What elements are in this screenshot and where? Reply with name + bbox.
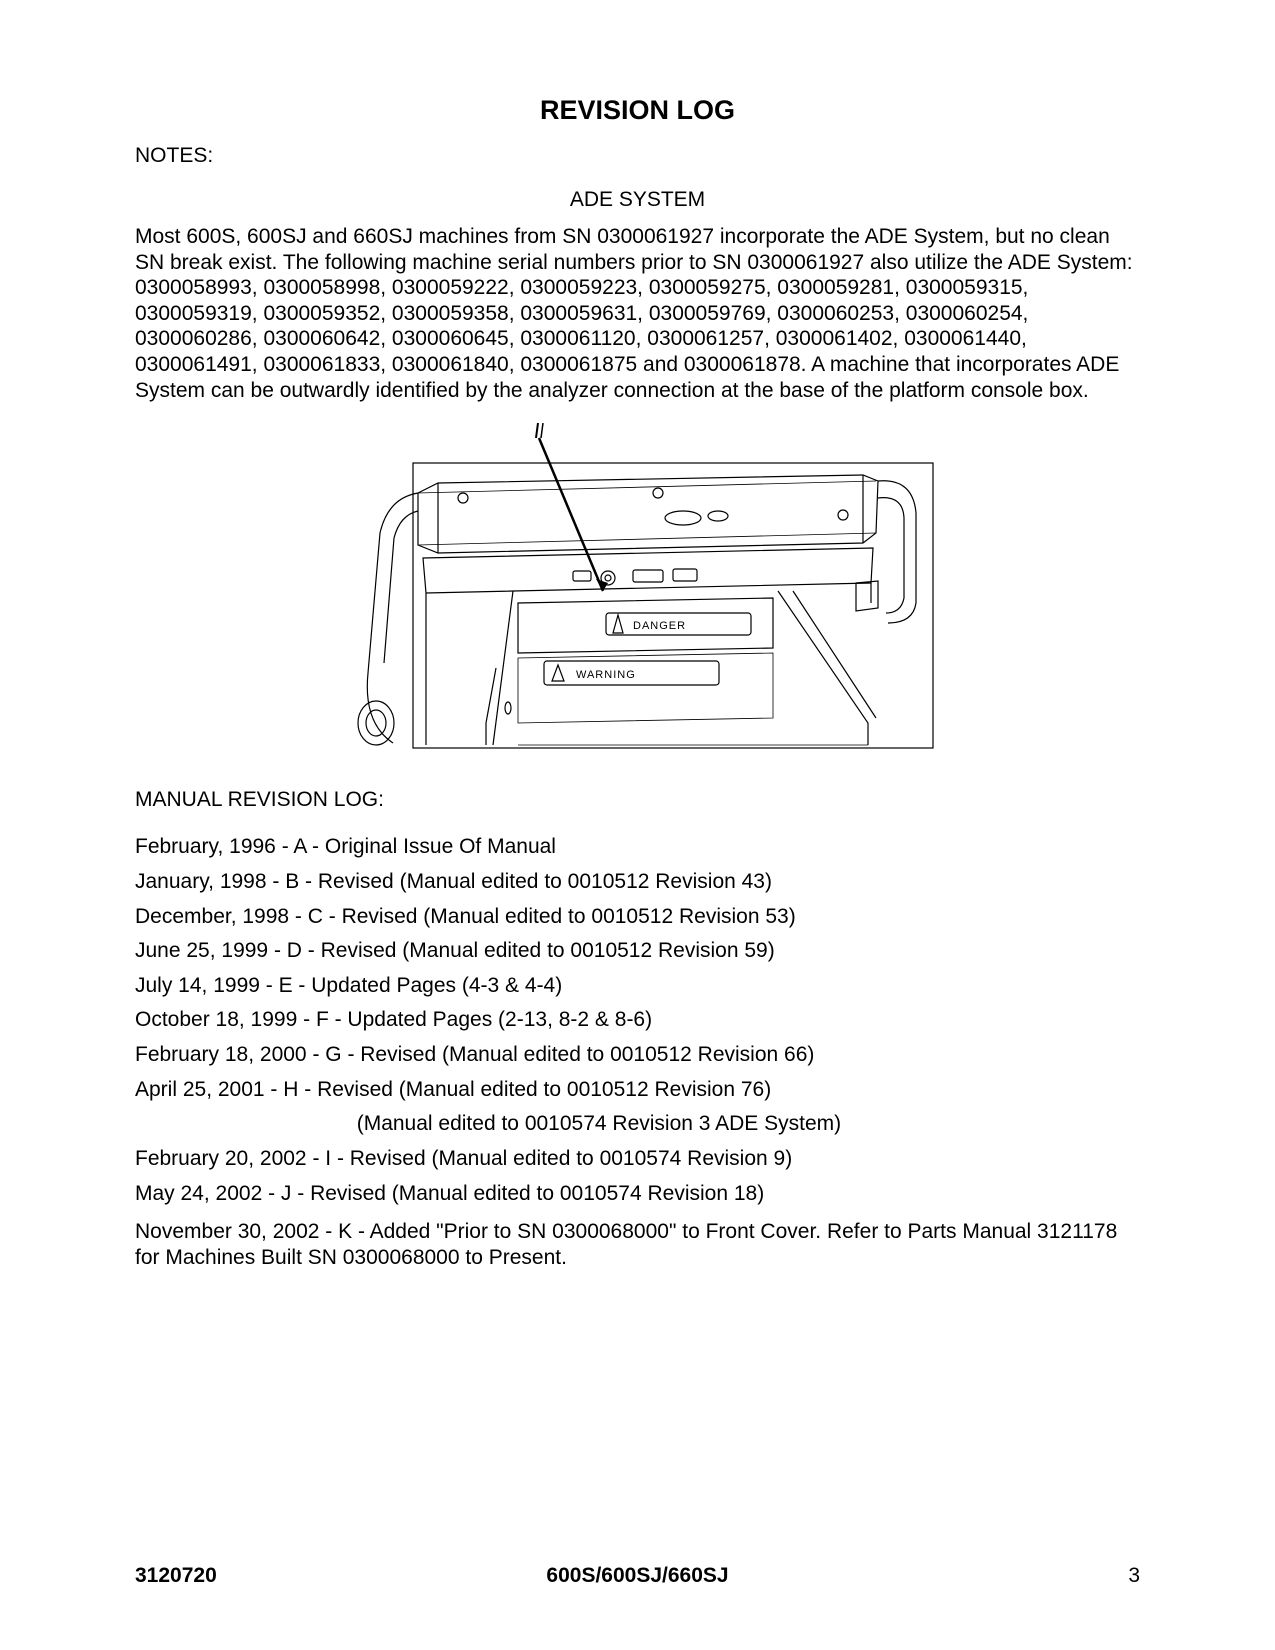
revision-entry: February, 1996 - A - Original Issue Of M… — [135, 830, 1140, 865]
body-paragraph: Most 600S, 600SJ and 660SJ machines from… — [135, 224, 1140, 403]
revision-entry: June 25, 1999 - D - Revised (Manual edit… — [135, 934, 1140, 969]
console-diagram-icon: DANGER WARNING — [318, 423, 958, 753]
ade-system-subtitle: ADE SYSTEM — [135, 188, 1140, 212]
footer-page-number: 3 — [1128, 1564, 1140, 1588]
revision-entry: April 25, 2001 - H - Revised (Manual edi… — [135, 1073, 1140, 1108]
revision-entry: December, 1998 - C - Revised (Manual edi… — [135, 900, 1140, 935]
footer-doc-number: 3120720 — [135, 1564, 217, 1588]
revision-entry: October 18, 1999 - F - Updated Pages (2-… — [135, 1003, 1140, 1038]
notes-label: NOTES: — [135, 144, 1140, 168]
footer-model: 600S/600SJ/660SJ — [546, 1564, 728, 1588]
revision-entry: July 14, 1999 - E - Updated Pages (4-3 &… — [135, 969, 1140, 1004]
svg-text:DANGER: DANGER — [633, 620, 686, 632]
revision-log-header: MANUAL REVISION LOG: — [135, 788, 1140, 812]
revision-entry: February 20, 2002 - I - Revised (Manual … — [135, 1142, 1140, 1177]
page-footer: 3120720 600S/600SJ/660SJ 3 — [135, 1564, 1140, 1588]
svg-text:WARNING: WARNING — [576, 669, 636, 681]
revision-entry: February 18, 2000 - G - Revised (Manual … — [135, 1038, 1140, 1073]
console-figure: DANGER WARNING — [135, 423, 1140, 758]
page-title: REVISION LOG — [135, 95, 1140, 126]
revision-entry: May 24, 2002 - J - Revised (Manual edite… — [135, 1177, 1140, 1212]
revision-entry: January, 1998 - B - Revised (Manual edit… — [135, 865, 1140, 900]
revision-list: February, 1996 - A - Original Issue Of M… — [135, 830, 1140, 1211]
revision-entry-final: November 30, 2002 - K - Added "Prior to … — [135, 1219, 1140, 1270]
revision-entry: (Manual edited to 0010574 Revision 3 ADE… — [135, 1107, 1140, 1142]
